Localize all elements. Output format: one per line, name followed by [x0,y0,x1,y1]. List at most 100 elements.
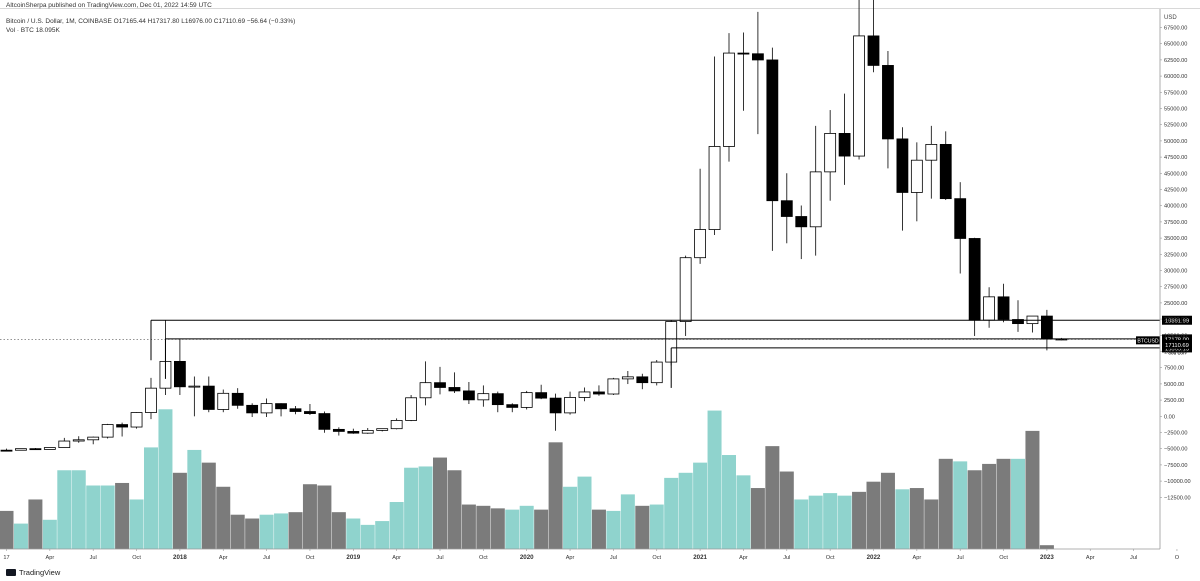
y-tick-label: −10000.00 [1164,479,1191,485]
volume-bar [42,519,57,549]
candle-body [708,146,721,230]
candle-body [853,35,865,157]
volume-bar [317,485,332,549]
candle-body [246,404,259,414]
candle-body [520,392,533,408]
candle-body [260,403,273,414]
volume-bar [57,470,72,549]
candle-body [650,361,663,384]
x-tick-label: 2019 [346,554,360,561]
y-tick-label: 10000.00 [1164,350,1187,356]
volume-bar [505,509,520,549]
x-tick-label: Apr [45,555,54,561]
level-label-box [1162,315,1192,325]
volume-bar [331,512,346,549]
tradingview-brand: TradingView [6,568,60,577]
x-tick-label: Oct [132,555,141,561]
volume-bar [534,509,549,549]
candle-body [1041,315,1053,340]
y-tick-label: 50000.00 [1164,139,1187,145]
candle-body [231,392,244,406]
y-tick-label: −2500.00 [1164,431,1188,437]
volume-bar [895,489,910,549]
axis-layer: USD 67500.00 65000.00 62500.00 60000.00 57500… [0,9,1191,561]
volume-bar [187,449,202,549]
candle-body [101,424,114,438]
volume-bar [808,495,823,549]
y-tick-label: 62500.00 [1164,58,1187,64]
y-tick-label: 40000.00 [1164,204,1187,210]
volume-bar [158,409,173,549]
x-tick-label: Oct [826,555,835,561]
currency-label: USD [1164,15,1177,21]
candle-body [752,53,764,61]
candle-body [0,449,13,452]
candle-body [87,436,100,441]
volume-bar [938,458,953,549]
volume-bar [953,461,968,549]
candle-body [275,403,287,410]
volume-bar [1025,430,1040,549]
x-tick-label: Jul [90,555,97,561]
y-tick-label: 65000.00 [1164,42,1187,48]
level-label: 19891.99 [1165,319,1189,325]
y-tick-label: 37500.00 [1164,220,1187,226]
level-label-box [1162,334,1192,344]
volume-bar [837,495,852,549]
candle-body [809,171,822,228]
volume-bar [924,499,939,549]
volume-bar [346,518,361,549]
candle-body [896,138,909,193]
volume-bar [360,524,375,549]
candle-body [506,404,519,408]
candle-body [347,431,360,434]
candle-body [304,411,316,414]
candle-body [29,448,42,451]
candle-body [882,65,894,140]
volume-bar [201,462,216,549]
volume-layer [0,409,1054,549]
candle-body [130,412,143,428]
price-tag-value: 17110.69 [1165,343,1189,349]
brand-name: TradingView [19,568,61,577]
x-tick-label: Oct [479,555,488,561]
candle-body [1012,319,1024,325]
symbol-tag: BTCUSD [1137,338,1159,344]
candle-body [188,385,201,388]
volume-bar [563,486,578,549]
x-tick-label: 2020 [520,554,534,561]
volume-bar [476,505,491,549]
candle-body [983,296,995,321]
volume-bar [13,523,28,549]
x-tick-label: 2018 [173,554,187,561]
candle-body [549,397,562,414]
candle-body [448,387,461,392]
y-tick-label: 30000.00 [1164,269,1187,275]
y-tick-label: −7500.00 [1164,463,1188,469]
volume-bar [982,463,997,549]
volume-bar [115,482,130,549]
candle-body [434,382,446,388]
candle-body [145,387,157,413]
y-tick-label: 5000.00 [1164,382,1184,388]
candle-body [43,447,56,450]
candle-body [723,52,735,147]
y-tick-label: 7500.00 [1164,366,1184,372]
x-tick-label: Apr [912,555,921,561]
candle-body [694,229,706,259]
volume-bar [519,505,534,549]
x-tick-label: 17 [3,555,9,561]
x-tick-label: Apr [219,555,228,561]
volume-bar [100,485,115,549]
candle-body [939,143,952,200]
volume-bar [880,472,895,549]
volume-bar [0,510,14,549]
volume-bar [909,488,924,549]
volume-bar [693,462,708,549]
volume-bar [461,504,476,549]
x-tick-label: Apr [1086,555,1095,561]
price-tag-countdown: 30d 10h [1168,350,1186,356]
candle-body [217,392,230,410]
